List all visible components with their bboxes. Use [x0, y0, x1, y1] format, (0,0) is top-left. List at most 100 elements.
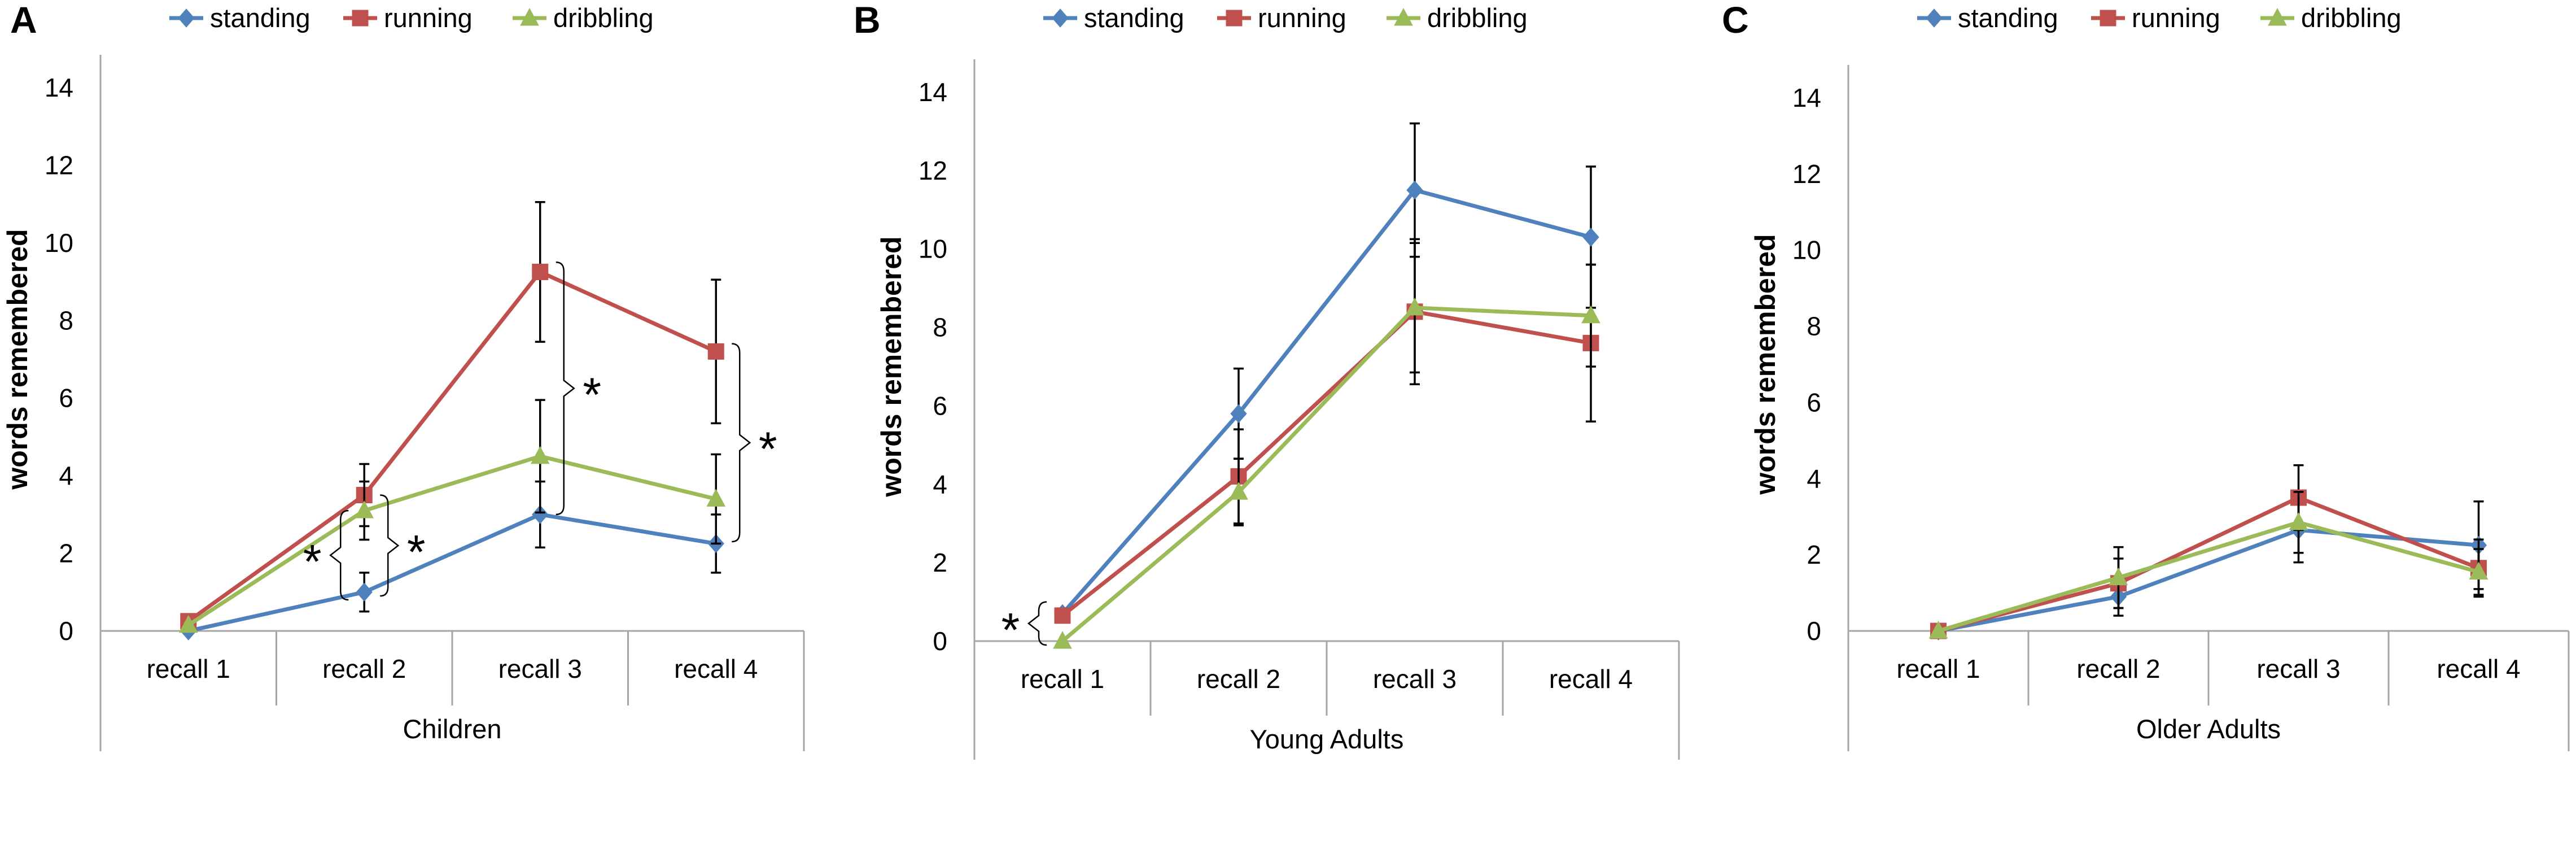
- bracket-path: [329, 509, 349, 601]
- data-point: [532, 263, 549, 280]
- data-point: [356, 582, 373, 602]
- x-axis-label: Young Adults: [1250, 724, 1404, 754]
- significance-asterisk: *: [583, 368, 601, 421]
- y-tick-label: 12: [919, 156, 947, 185]
- series-line: [187, 454, 717, 627]
- y-tick-label: 6: [1807, 387, 1821, 417]
- y-tick-label: 12: [45, 150, 73, 180]
- significance-asterisk: *: [759, 422, 777, 476]
- y-tick-label: 0: [59, 616, 73, 646]
- series-line: [187, 512, 716, 633]
- x-tick-label: recall 3: [2256, 654, 2340, 683]
- y-tick-label: 4: [59, 461, 73, 490]
- data-point: [1581, 305, 1600, 324]
- series-line: [187, 269, 717, 623]
- data-point: [1054, 607, 1071, 624]
- data-point: [2109, 567, 2128, 586]
- legend: standing running dribbling: [169, 3, 654, 33]
- x-tick-label: recall 3: [1373, 664, 1457, 694]
- data-point: [355, 500, 374, 519]
- y-tick-label: 8: [933, 313, 947, 342]
- data-point: [1053, 630, 1072, 649]
- data-point: [1406, 180, 1423, 200]
- x-tick-label: recall 4: [674, 654, 758, 683]
- panel-letter: B: [854, 0, 881, 41]
- legend-label: standing: [210, 3, 310, 33]
- legend-label: dribbling: [2301, 3, 2402, 33]
- bracket-path: [380, 494, 400, 597]
- y-tick-label: 4: [1807, 464, 1821, 493]
- series-group: [178, 201, 726, 641]
- legend-marker: [1052, 8, 1069, 28]
- data-point: [2469, 561, 2488, 580]
- legend-marker: [2100, 10, 2116, 27]
- x-axis-label: Children: [403, 714, 501, 744]
- y-axis-label: words remembered: [876, 236, 907, 497]
- y-tick-label: 8: [1807, 312, 1821, 341]
- legend-marker: [1926, 8, 1943, 28]
- legend-item-standing: standing: [1043, 3, 1184, 33]
- y-tick-label: 2: [59, 539, 73, 568]
- x-tick-label: recall 4: [1549, 664, 1633, 694]
- significance-bracket: *: [732, 343, 777, 543]
- series-line: [1061, 188, 1591, 615]
- legend-item-dribbling: dribbling: [2260, 3, 2402, 33]
- significance-bracket: *: [380, 494, 426, 597]
- x-axis-label: Older Adults: [2136, 714, 2281, 744]
- series-group: [1928, 464, 2488, 641]
- legend-marker: [352, 10, 369, 27]
- series-line: [1061, 310, 1591, 617]
- data-point: [1405, 297, 1424, 316]
- series-dribbling: [178, 399, 726, 633]
- y-tick-label: 14: [45, 73, 73, 102]
- legend-item-running: running: [1217, 3, 1346, 33]
- legend-marker: [520, 7, 539, 26]
- series-line: [1938, 495, 2479, 633]
- y-tick-label: 8: [59, 306, 73, 335]
- significance-bracket: *: [1001, 601, 1047, 656]
- bracket-path: [732, 343, 751, 543]
- series-line: [1061, 306, 1591, 643]
- legend-label: running: [1258, 3, 1346, 33]
- significance-asterisk: *: [1001, 603, 1020, 656]
- significance-asterisk: *: [303, 535, 322, 588]
- y-tick-label: 4: [933, 469, 947, 499]
- series-line: [1938, 528, 2479, 633]
- y-tick-label: 10: [1792, 236, 1821, 265]
- data-point: [532, 505, 549, 524]
- series-standing: [180, 480, 724, 641]
- x-tick-label: recall 2: [1197, 664, 1280, 694]
- data-point: [1928, 620, 1948, 639]
- y-tick-label: 14: [1792, 83, 1821, 112]
- y-tick-label: 0: [1807, 616, 1821, 646]
- data-point: [530, 446, 550, 464]
- x-tick-label: recall 1: [147, 654, 230, 683]
- data-point: [178, 615, 198, 633]
- x-tick-label: recall 1: [1896, 654, 1980, 683]
- data-point: [1582, 228, 1599, 247]
- legend-label: standing: [1084, 3, 1184, 33]
- data-point: [1230, 404, 1247, 424]
- x-tick-label: recall 2: [322, 654, 406, 683]
- y-tick-label: 12: [1792, 159, 1821, 189]
- legend: standing running dribbling: [1043, 3, 1528, 33]
- legend-label: dribbling: [1427, 3, 1528, 33]
- legend-item-standing: standing: [1917, 3, 2058, 33]
- legend-item-running: running: [343, 3, 473, 33]
- x-tick-label: recall 4: [2437, 654, 2520, 683]
- significance-bracket: *: [303, 509, 349, 601]
- y-tick-label: 10: [919, 234, 947, 264]
- legend-item-running: running: [2091, 3, 2220, 33]
- legend-marker: [1226, 10, 1243, 27]
- legend-marker: [1394, 7, 1413, 26]
- significance-bracket: *: [556, 261, 601, 516]
- y-tick-label: 6: [59, 384, 73, 413]
- data-point: [707, 343, 724, 360]
- legend-marker: [178, 8, 195, 28]
- series-dribbling: [1928, 491, 2488, 639]
- y-tick-label: 0: [933, 626, 947, 656]
